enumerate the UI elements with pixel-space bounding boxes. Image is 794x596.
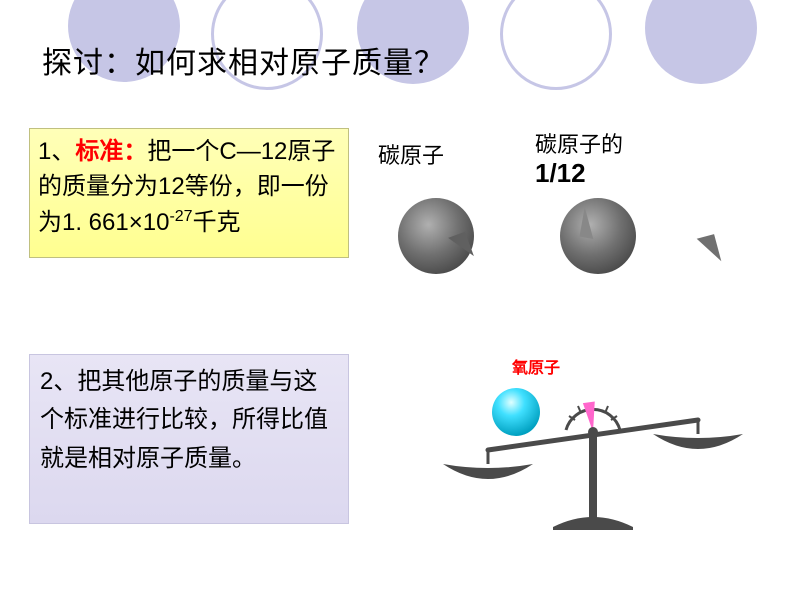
- standard-definition-box: 1、标准：把一个C—12原子的质量分为12等份，即一份为1. 661×10-27…: [29, 128, 349, 258]
- box1-exp: -27: [169, 208, 192, 225]
- comparison-definition-box: 2、把其他原子的质量与这个标准进行比较，所得比值就是相对原子质量。: [29, 354, 349, 524]
- box1-text2: 千克: [193, 209, 241, 236]
- scale-left-pan: [443, 464, 533, 479]
- carbon-fraction-label: 碳原子的 1/12: [535, 132, 623, 190]
- bg-circle-5: [645, 0, 757, 84]
- carbon-atom-label: 碳原子: [378, 138, 444, 170]
- box1-num: 1、: [38, 138, 75, 165]
- balance-scale: [438, 372, 748, 532]
- bg-circle-4: [500, 0, 612, 90]
- page-title: 探讨：如何求相对原子质量？: [42, 38, 445, 82]
- carbon-fraction-wedge-2: [697, 234, 722, 266]
- carbon-fraction-value: 1/12: [535, 158, 586, 188]
- box1-label: 标准：: [75, 138, 147, 165]
- oxygen-atom-sphere: [492, 388, 540, 436]
- scale-column: [589, 432, 597, 524]
- scale-right-pan: [653, 434, 743, 449]
- carbon-fraction-prefix: 碳原子的: [535, 132, 623, 157]
